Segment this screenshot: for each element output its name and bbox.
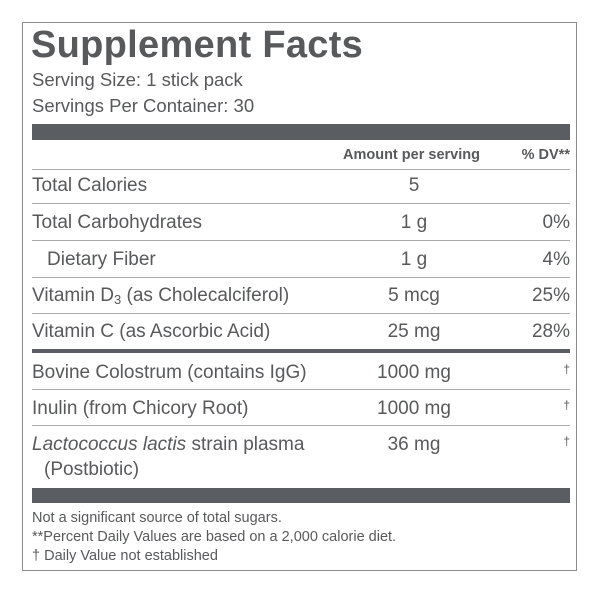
thick-divider-bottom: [32, 488, 570, 503]
row-total-calories: Total Calories 5: [32, 175, 570, 211]
row-total-carbohydrates: Total Carbohydrates 1 g 0%: [32, 212, 570, 248]
nutrient-dv: 4%: [542, 249, 570, 270]
nutrient-dv: 0%: [542, 212, 570, 233]
row-dietary-fiber: Dietary Fiber 1 g 4%: [32, 249, 570, 285]
nutrient-name: Vitamin D3 (as Cholecalciferol): [32, 285, 290, 307]
divider: [32, 203, 570, 204]
nutrient-amount: 25 mg: [387, 321, 441, 342]
nutrient-amount: 5 mcg: [388, 285, 440, 306]
nutrient-amount: 1 g: [400, 249, 428, 270]
amount-header: Amount per serving: [343, 147, 480, 163]
row-inulin: Inulin (from Chicory Root) 1000 mg †: [32, 398, 570, 434]
medium-divider: [32, 349, 570, 353]
divider: [32, 169, 570, 170]
nutrient-name: Lactococcus lactis strain plasma: [32, 434, 305, 455]
servings-per-container: Servings Per Container: 30: [32, 95, 255, 116]
row-vitamin-c: Vitamin C (as Ascorbic Acid) 25 mg 28%: [32, 321, 570, 357]
nutrient-amount: 1 g: [400, 212, 428, 233]
footnote-percent-dv: **Percent Daily Values are based on a 2,…: [32, 529, 397, 545]
nutrient-amount: 1000 mg: [377, 362, 451, 383]
nutrient-amount: 1000 mg: [377, 398, 451, 419]
row-bovine-colostrum: Bovine Colostrum (contains IgG) 1000 mg …: [32, 362, 570, 398]
supplement-facts-panel: [22, 22, 577, 571]
dagger-mark: †: [563, 362, 570, 376]
nutrient-dv: 25%: [531, 285, 570, 306]
serving-size: Serving Size: 1 stick pack: [32, 69, 243, 90]
panel-title: Supplement Facts: [31, 24, 364, 66]
nutrient-name-line2: (Postbiotic): [44, 459, 140, 480]
dv-header: % DV**: [521, 147, 570, 163]
nutrient-name: Vitamin C (as Ascorbic Acid): [32, 321, 271, 342]
nutrient-amount: 5: [408, 175, 420, 196]
nutrient-dv: 28%: [531, 321, 570, 342]
dagger-mark: †: [563, 398, 570, 412]
nutrient-name: Total Carbohydrates: [32, 212, 203, 233]
nutrient-name: Total Calories: [32, 175, 148, 196]
row-vitamin-d3: Vitamin D3 (as Cholecalciferol) 5 mcg 25…: [32, 285, 570, 321]
divider: [32, 313, 570, 314]
nutrient-name: Bovine Colostrum (contains IgG): [32, 362, 307, 383]
footnote-dagger: † Daily Value not established: [32, 548, 218, 564]
divider: [32, 277, 570, 278]
thick-divider-top: [32, 124, 570, 140]
footnote-sugars: Not a significant source of total sugars…: [32, 510, 282, 526]
nutrient-amount: 36 mg: [387, 434, 441, 455]
divider: [32, 389, 570, 390]
nutrient-name: Dietary Fiber: [47, 249, 156, 270]
dagger-mark: †: [563, 434, 570, 448]
divider: [32, 425, 570, 426]
row-lactococcus: Lactococcus lactis strain plasma (Postbi…: [32, 434, 570, 486]
nutrient-name: Inulin (from Chicory Root): [32, 398, 249, 419]
divider: [32, 240, 570, 241]
